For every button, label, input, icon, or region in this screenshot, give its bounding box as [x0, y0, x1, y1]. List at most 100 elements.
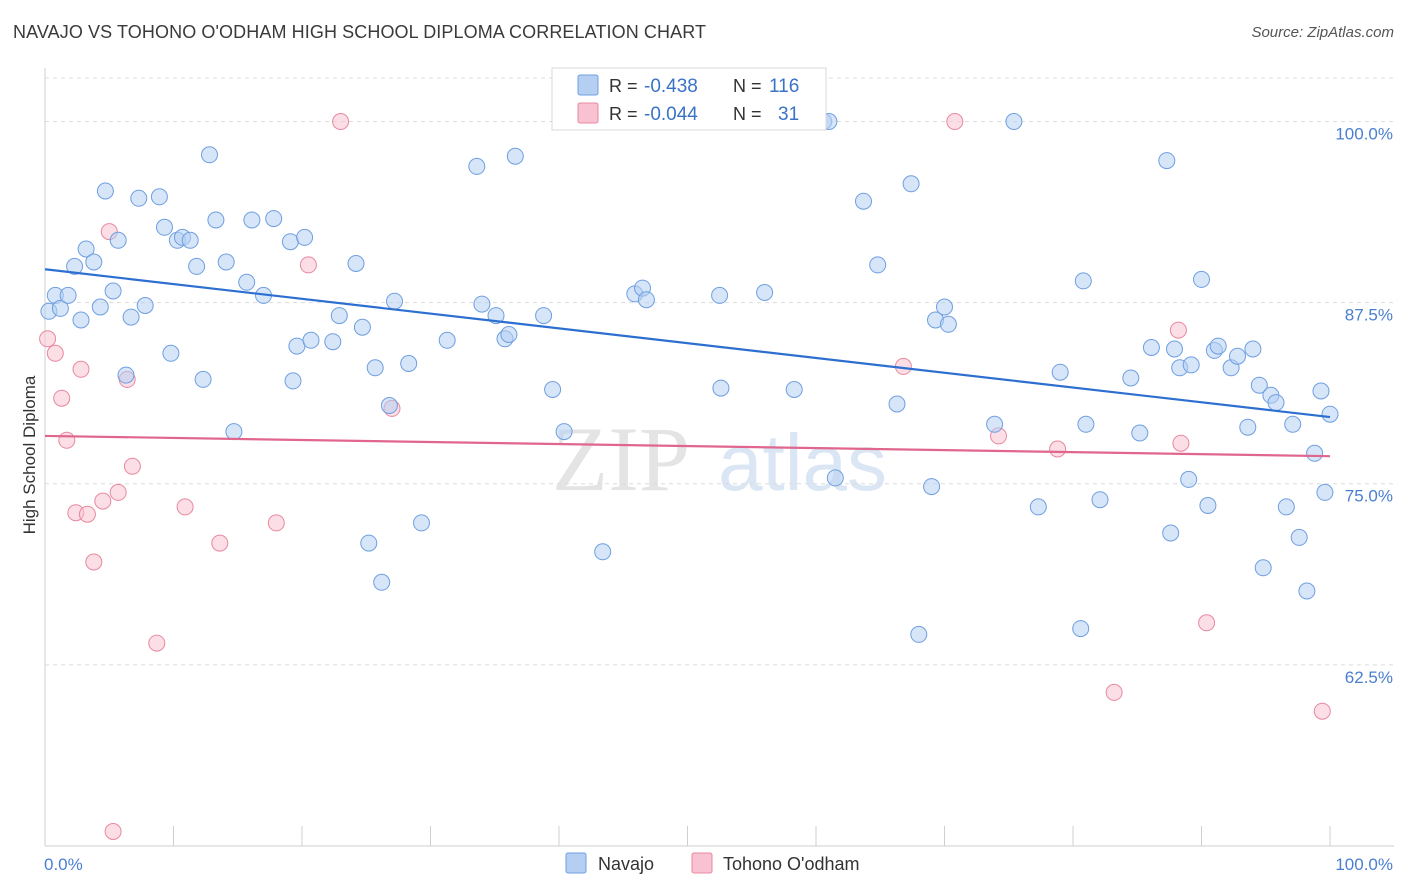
navajo-point: [1158, 152, 1176, 170]
navajo-point: [1316, 483, 1334, 501]
navajo-point: [1091, 491, 1109, 509]
x-tick-label-min: 0.0%: [44, 855, 83, 874]
stats-tohono-n-value: 31: [778, 104, 799, 125]
navajo-point: [238, 273, 256, 291]
series-navajo-points: [40, 113, 1339, 643]
navajo-point: [1077, 415, 1095, 433]
tohono-point: [1313, 702, 1331, 720]
navajo-point: [284, 372, 302, 390]
navajo-point: [162, 344, 180, 362]
tohono-point: [46, 344, 64, 362]
navajo-point: [1209, 337, 1227, 355]
navajo-point: [910, 625, 928, 643]
navajo-point: [1051, 363, 1069, 381]
tohono-point: [176, 498, 194, 516]
tohono-point: [1105, 683, 1123, 701]
navajo-point: [1290, 528, 1308, 546]
navajo-point: [1122, 369, 1140, 387]
stats-box: R = -0.438 N = 116 R = -0.044 N = 31: [551, 67, 827, 131]
navajo-point: [373, 573, 391, 591]
stats-navajo-r-label: R =: [609, 76, 638, 96]
navajo-point: [1306, 444, 1324, 462]
navajo-point: [386, 292, 403, 310]
watermark-atlas: atlas: [718, 418, 887, 507]
navajo-point: [1072, 620, 1090, 638]
stats-tohono-n-label: N =: [733, 104, 762, 124]
y-axis-title: High School Diploma: [20, 375, 39, 534]
navajo-point: [366, 359, 384, 377]
tohono-point: [1172, 434, 1190, 452]
x-axis-ticks: [44, 826, 1331, 846]
navajo-point: [1244, 340, 1262, 358]
navajo-point: [1312, 382, 1330, 400]
navajo-point: [756, 284, 774, 301]
series-tohono-points: [39, 113, 1331, 840]
tohono-point: [299, 256, 317, 274]
navajo-point: [438, 331, 456, 349]
navajo-point: [1182, 356, 1200, 374]
legend: Navajo Tohono O'odham: [565, 852, 860, 874]
y-tick-label: 100.0%: [1335, 124, 1393, 143]
navajo-point: [1277, 498, 1295, 516]
legend-navajo-label: Navajo: [598, 854, 654, 874]
navajo-trend-line: [44, 268, 1331, 419]
navajo-point: [225, 423, 243, 441]
navajo-point: [347, 255, 365, 272]
navajo-point: [1193, 270, 1210, 288]
navajo-point: [1321, 405, 1339, 423]
navajo-point: [1239, 418, 1257, 436]
stats-navajo-n-value: 116: [769, 76, 799, 97]
tohono-point: [211, 534, 229, 552]
navajo-point: [117, 366, 135, 384]
navajo-point: [939, 315, 957, 333]
navajo-point: [1199, 497, 1217, 514]
chart-source: Source: ZipAtlas.com: [1251, 24, 1394, 41]
navajo-point: [544, 381, 562, 398]
navajo-point: [194, 370, 212, 388]
stats-navajo-swatch: [577, 74, 599, 96]
tohono-point: [267, 514, 285, 532]
navajo-point: [535, 307, 553, 325]
navajo-point: [72, 311, 90, 329]
navajo-point: [353, 318, 371, 336]
navajo-point: [130, 189, 148, 207]
navajo-point: [1142, 339, 1160, 356]
navajo-point: [281, 233, 299, 251]
navajo-point: [181, 231, 199, 249]
navajo-point: [1131, 424, 1149, 442]
navajo-point: [888, 395, 906, 413]
watermark-zip: ZIP: [552, 408, 690, 510]
navajo-point: [104, 282, 122, 300]
navajo-point: [59, 286, 77, 304]
tohono-point: [123, 457, 141, 475]
navajo-point: [1229, 347, 1246, 365]
x-tick-label-max: 100.0%: [1335, 855, 1393, 874]
navajo-point: [1166, 340, 1183, 358]
tohono-point: [78, 505, 96, 523]
navajo-point: [637, 291, 655, 309]
navajo-point: [855, 192, 872, 210]
navajo-point: [1162, 524, 1180, 542]
navajo-point: [85, 253, 103, 271]
navajo-point: [201, 146, 218, 164]
navajo-point: [826, 469, 844, 487]
navajo-point: [1005, 113, 1023, 130]
navajo-point: [1029, 498, 1047, 516]
navajo-point: [785, 381, 803, 398]
navajo-point: [1284, 415, 1302, 433]
tohono-point: [85, 553, 103, 571]
navajo-point: [136, 297, 154, 314]
stats-navajo-r-value: -0.438: [644, 76, 698, 97]
tohono-point: [946, 113, 964, 130]
legend-navajo-swatch: [565, 852, 587, 874]
tohono-point: [94, 492, 112, 510]
tohono-point: [1049, 440, 1067, 458]
navajo-point: [156, 218, 173, 236]
navajo-point: [500, 326, 518, 343]
navajo-point: [413, 514, 430, 532]
navajo-point: [1074, 272, 1092, 290]
navajo-point: [360, 534, 378, 552]
navajo-point: [468, 157, 486, 175]
navajo-point: [302, 331, 320, 349]
